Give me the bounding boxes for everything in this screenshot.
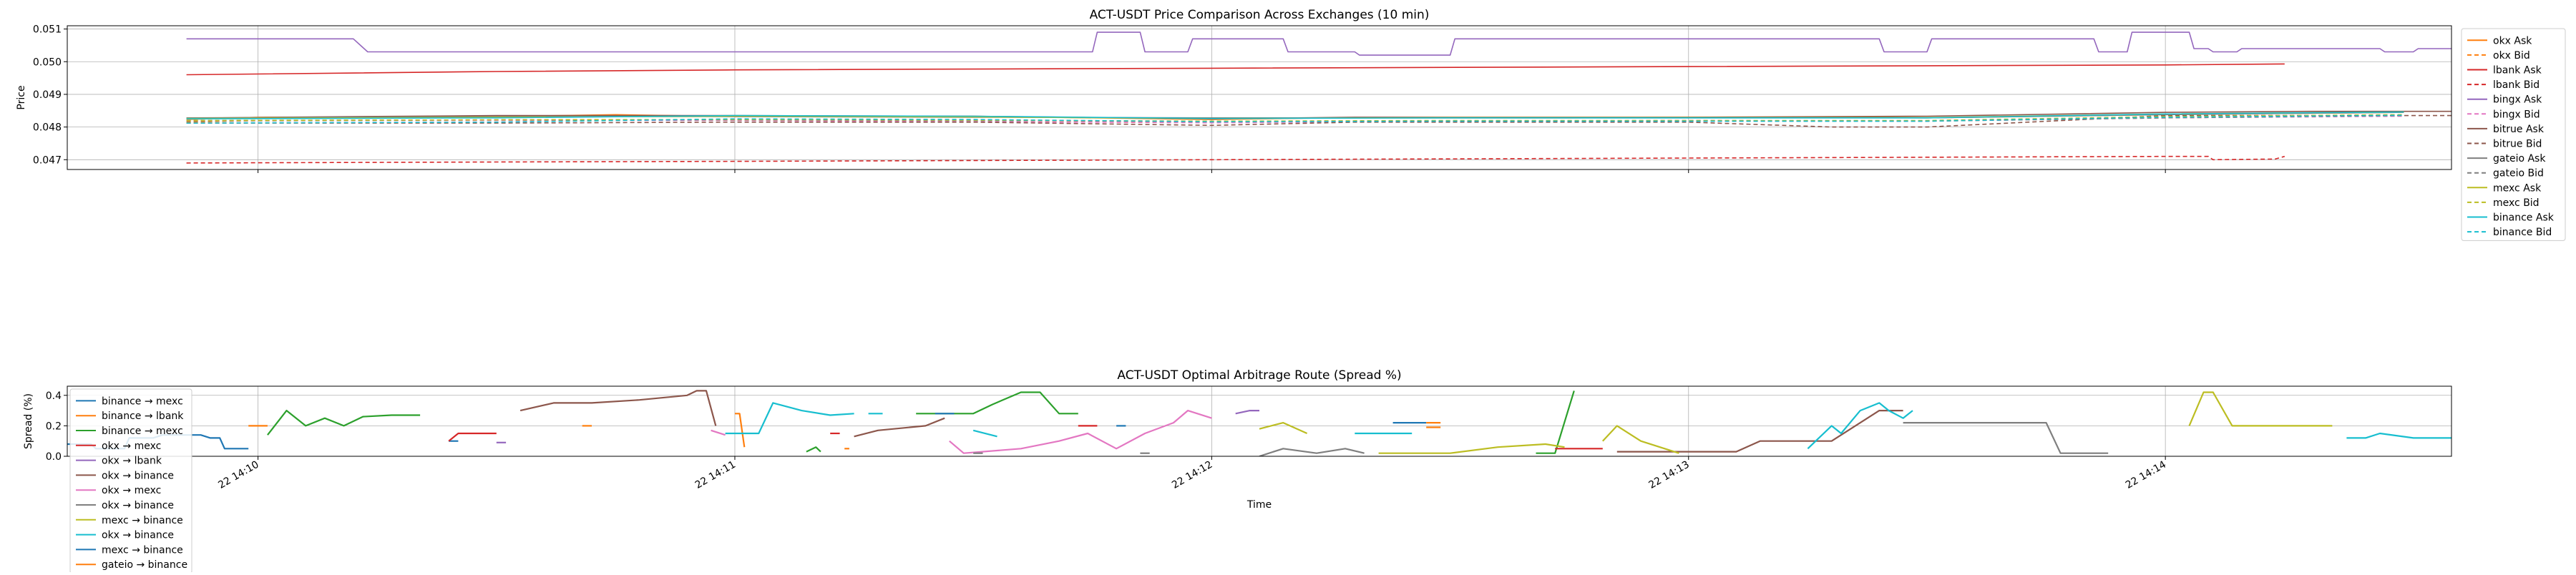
series-line-7	[949, 409, 1212, 454]
series-line-5	[186, 31, 2451, 56]
series-line-9	[1259, 421, 1308, 435]
series-line-3	[186, 63, 2285, 76]
legend-label: okx → binance	[102, 530, 174, 541]
legend-label: okx → binance	[102, 500, 174, 511]
series-line-9	[1601, 425, 1679, 454]
legend-label: bingx Ask	[2493, 94, 2542, 106]
legend-label: binance → mexc	[102, 426, 183, 437]
legend-label: binance Ask	[2493, 212, 2555, 224]
y-axis-label: Price	[16, 85, 27, 109]
axes-frame	[67, 385, 2452, 457]
legend-label: mexc Bid	[2493, 197, 2540, 209]
series-line-10	[2346, 432, 2451, 439]
series-line-10	[972, 429, 997, 438]
legend-label: okx → lbank	[102, 456, 162, 467]
series-line-3	[267, 409, 421, 436]
x-axis-label: Time	[1246, 499, 1272, 511]
plot-area	[186, 31, 2451, 164]
series-line-8	[1903, 421, 2109, 454]
y-tick-label: 0.051	[33, 24, 62, 36]
legend-label: mexc → binance	[102, 515, 183, 526]
series-line-8	[186, 114, 2451, 128]
series-line-5	[1235, 409, 1259, 415]
axes-frame	[67, 25, 2452, 170]
x-tick-label: 22 14:12	[1170, 459, 1214, 491]
series-line-4	[448, 432, 497, 442]
y-tick-label: 0.4	[46, 390, 62, 402]
legend-label: okx → binance	[102, 470, 174, 481]
chart-panel-1: 0.047 0.048 0.049 0.050 0.051 ACT-USDT Price …	[16, 8, 2566, 241]
series-line-4	[186, 155, 2285, 164]
y-tick-label: 0.0	[46, 451, 62, 463]
legend-label: mexc Ask	[2493, 182, 2542, 194]
series-line-7	[711, 429, 726, 436]
y-tick-label: 0.050	[33, 56, 62, 68]
legend-label: bingx Bid	[2493, 109, 2540, 120]
legend-label: gateio Ask	[2493, 153, 2546, 164]
chart-title: ACT-USDT Optimal Arbitrage Route (Spread…	[1117, 368, 1401, 383]
legend-label: bitrue Ask	[2493, 124, 2545, 135]
x-tick-label: 22 14:13	[1647, 459, 1692, 491]
series-line-6	[519, 390, 717, 426]
plot-area	[67, 390, 2451, 456]
legend-label: lbank Ask	[2493, 65, 2542, 77]
x-tick-label: 22 14:11	[693, 459, 738, 491]
series-line-6	[1616, 409, 1903, 453]
y-tick-label: 0.049	[33, 89, 62, 101]
legend-label: okx Ask	[2493, 35, 2532, 46]
legend-label: gateio Bid	[2493, 168, 2544, 180]
legend-label: okx Bid	[2493, 50, 2530, 62]
series-line-2	[735, 413, 746, 448]
chart-title: ACT-USDT Price Comparison Across Exchang…	[1090, 8, 1430, 22]
legend: okx Ask okx Bid lbank Ask lbank Bid bingx As…	[2461, 28, 2566, 241]
series-line-13	[186, 111, 2404, 119]
series-line-6	[854, 417, 945, 438]
legend-box	[2461, 28, 2566, 241]
y-tick-label: 0.047	[33, 154, 62, 166]
series-line-10	[1807, 402, 1913, 450]
series-line-9	[1378, 443, 1565, 454]
series-line-3	[806, 446, 821, 453]
y-tick-label: 0.048	[33, 122, 62, 134]
x-tick-label: 22 14:14	[2124, 459, 2168, 491]
legend: binance → mexc binance → lbank binance → m…	[69, 388, 192, 574]
legend-label: mexc → binance	[102, 544, 183, 556]
y-axis-label: Spread (%)	[23, 393, 34, 449]
legend-label: okx → mexc	[102, 485, 161, 496]
series-line-3	[1536, 390, 1575, 454]
legend-label: binance Bid	[2493, 227, 2552, 238]
legend-label: binance → mexc	[102, 395, 183, 407]
series-line-8	[1259, 448, 1365, 456]
x-tick-label: 22 14:10	[216, 459, 260, 491]
legend-label: okx → mexc	[102, 441, 161, 452]
legend-label: binance → lbank	[102, 411, 184, 422]
y-tick-label: 0.2	[46, 421, 62, 432]
legend-label: bitrue Bid	[2493, 139, 2542, 150]
series-line-10	[725, 402, 854, 435]
legend-label: lbank Bid	[2493, 79, 2540, 91]
legend-label: gateio → binance	[102, 559, 187, 571]
series-line-9	[2188, 391, 2333, 427]
chart-panel-2: 0.0 0.2 0.4 22 14:10 22 14:11 22 14:12 22 14:1…	[23, 368, 2452, 574]
series-line-3	[916, 391, 1078, 415]
